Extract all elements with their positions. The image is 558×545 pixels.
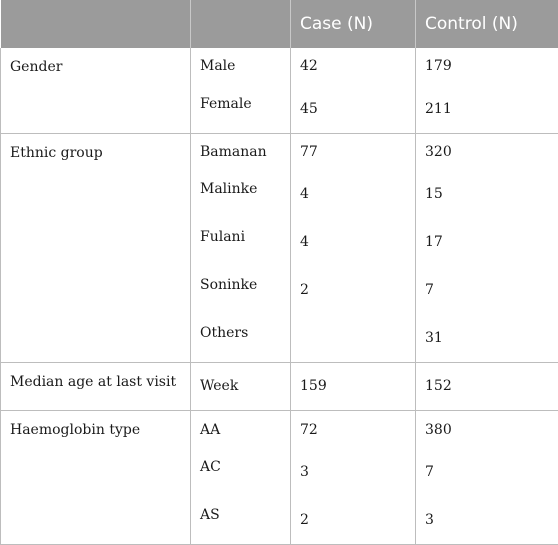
table-header: Case (N) Control (N)	[1, 0, 558, 48]
control-cell: 320	[416, 133, 558, 170]
control-cell: 7	[416, 448, 558, 496]
control-cell: 7	[416, 266, 558, 314]
group-label: Ethnic group	[1, 133, 191, 362]
table-row: Haemoglobin type AA 72 380	[1, 411, 558, 448]
case-cell: 2	[291, 266, 416, 314]
case-cell: 72	[291, 411, 416, 448]
control-cell: 152	[416, 362, 558, 411]
case-cell: 2	[291, 496, 416, 544]
control-cell: 31	[416, 314, 558, 362]
subcategory-cell: Soninke	[191, 266, 291, 314]
control-cell: 380	[416, 411, 558, 448]
case-cell: 42	[291, 48, 416, 85]
table-body: Gender Male 42 179 Female 45 211 Ethnic …	[1, 48, 558, 544]
case-cell: 4	[291, 170, 416, 218]
subcategory-cell: Male	[191, 48, 291, 85]
header-row: Case (N) Control (N)	[1, 0, 558, 48]
control-cell: 179	[416, 48, 558, 85]
subcategory-cell: Malinke	[191, 170, 291, 218]
case-cell: 3	[291, 448, 416, 496]
control-cell: 3	[416, 496, 558, 544]
control-cell: 17	[416, 218, 558, 266]
header-cell-category	[1, 0, 191, 48]
control-cell: 211	[416, 85, 558, 133]
group-label: Gender	[1, 48, 191, 133]
subcategory-cell: AC	[191, 448, 291, 496]
subcategory-cell: Bamanan	[191, 133, 291, 170]
case-cell: 159	[291, 362, 416, 411]
subcategory-cell: Female	[191, 85, 291, 133]
header-cell-subcategory	[191, 0, 291, 48]
group-label: Haemoglobin type	[1, 411, 191, 544]
header-cell-case: Case (N)	[291, 0, 416, 48]
subcategory-cell: AA	[191, 411, 291, 448]
case-cell	[291, 314, 416, 362]
table-row: Gender Male 42 179	[1, 48, 558, 85]
control-cell: 15	[416, 170, 558, 218]
table-row: Ethnic group Bamanan 77 320	[1, 133, 558, 170]
group-label: Median age at last visit	[1, 362, 191, 411]
subcategory-cell: AS	[191, 496, 291, 544]
header-cell-control: Control (N)	[416, 0, 558, 48]
table-row: Median age at last visit Week 159 152	[1, 362, 558, 411]
case-cell: 4	[291, 218, 416, 266]
case-cell: 77	[291, 133, 416, 170]
subcategory-cell: Fulani	[191, 218, 291, 266]
case-cell: 45	[291, 85, 416, 133]
subcategory-cell: Others	[191, 314, 291, 362]
subcategory-cell: Week	[191, 362, 291, 411]
